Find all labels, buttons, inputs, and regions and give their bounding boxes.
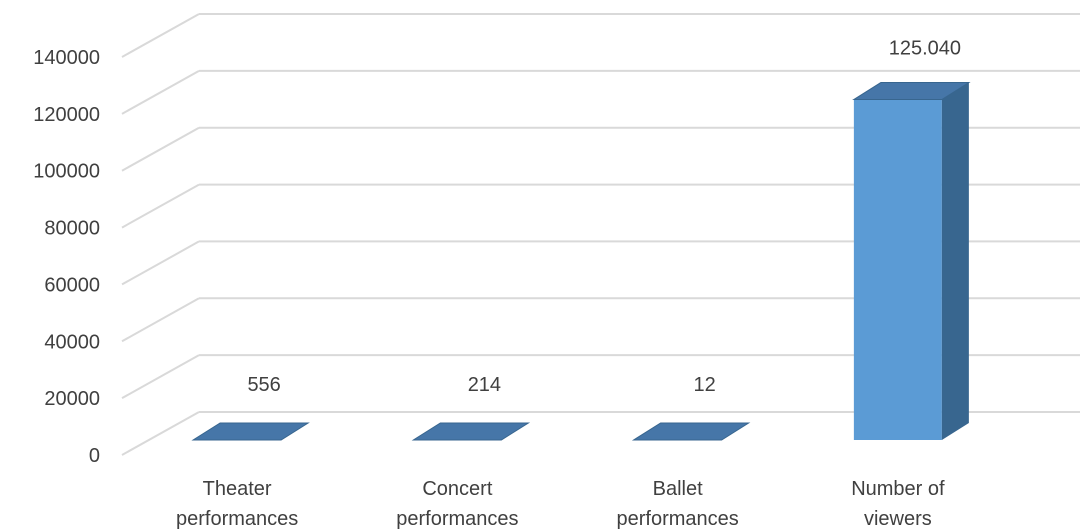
x-category-label: Number of viewers (851, 478, 945, 530)
y-tick-label: 0 (89, 445, 100, 467)
x-category-label-line: performances (616, 508, 738, 530)
y-tick-label: 120000 (33, 104, 100, 126)
y-tick-label: 40000 (44, 331, 100, 353)
gridline-diagonal (121, 126, 200, 172)
x-category-label-line: Theater (203, 478, 272, 500)
bar-top (631, 422, 751, 441)
gridline-diagonal (121, 354, 200, 400)
y-tick-label: 60000 (44, 274, 100, 296)
bar-front (853, 99, 942, 440)
y-tick-label: 20000 (44, 388, 100, 410)
x-category-label-line: Ballet (653, 478, 703, 500)
x-category-label-line: Concert (422, 478, 492, 500)
gridline-diagonal (121, 411, 200, 456)
x-category-label: Ballet performances (616, 478, 738, 530)
bar-top (191, 422, 310, 441)
data-label: 12 (694, 374, 716, 396)
x-category-label-line: performances (396, 508, 518, 530)
bar-top (411, 422, 531, 441)
y-tick-label: 100000 (33, 161, 100, 183)
bar-side (941, 82, 969, 440)
data-label: 556 (247, 374, 280, 396)
gridline-diagonal (121, 183, 200, 229)
y-tick-label: 140000 (33, 47, 100, 69)
gridline-diagonal (121, 240, 200, 286)
data-label: 214 (468, 374, 501, 396)
gridline-diagonal (121, 297, 200, 343)
x-category-label: Theater performances (176, 478, 298, 530)
data-label: 125.040 (889, 38, 961, 60)
y-tick-label: 80000 (44, 218, 100, 240)
x-category-label-line: Number of (851, 478, 945, 500)
gridline-diagonal (121, 69, 200, 115)
x-category-label: Concert performances (396, 478, 518, 530)
gridline-diagonal (121, 13, 200, 58)
x-category-label-line: viewers (864, 508, 932, 530)
bar-top (852, 82, 971, 101)
x-category-label-line: performances (176, 508, 298, 530)
